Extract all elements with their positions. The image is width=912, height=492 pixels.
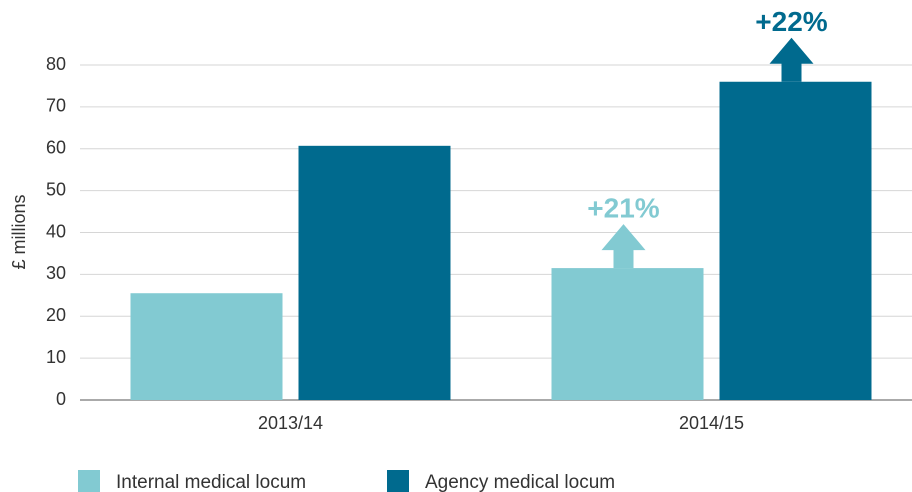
bar [130,293,283,400]
bar [719,81,872,400]
y-tick-label: 40 [46,221,66,241]
x-tick-label: 2014/15 [679,413,744,433]
bar [551,268,704,400]
y-tick-label: 80 [46,54,66,74]
y-tick-label: 10 [46,347,66,367]
y-tick-label: 20 [46,305,66,325]
legend-label: Internal medical locum [116,472,306,492]
arrow [601,224,646,269]
y-tick-label: 30 [46,263,66,283]
y-tick-label: 70 [46,96,66,116]
x-tick-label: 2013/14 [258,413,323,433]
legend-swatch [387,470,409,492]
y-tick-label: 60 [46,138,66,158]
y-tick-label: 50 [46,179,66,199]
legend-swatch [78,470,100,492]
y-axis-label: £ millions [9,194,29,269]
annotation: +22% [755,6,827,37]
legend-label: Agency medical locum [425,472,615,492]
annotation: +21% [587,192,659,223]
arrow [769,37,814,82]
y-tick-label: 0 [56,389,66,409]
bar [298,145,451,400]
